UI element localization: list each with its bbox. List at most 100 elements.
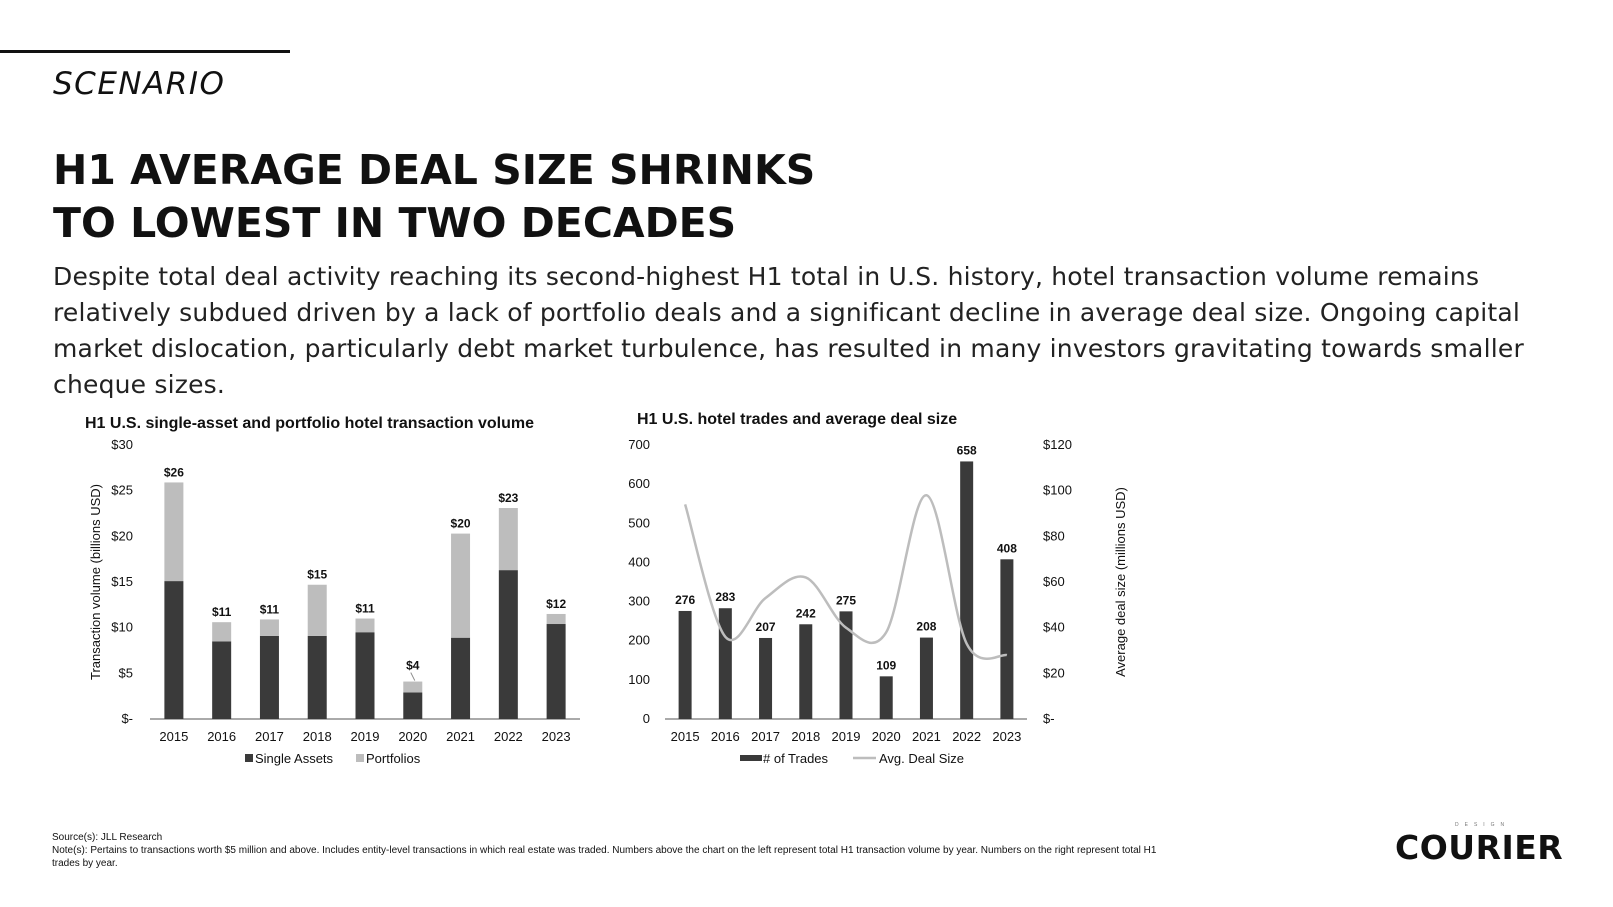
x-tick-label: 2023 (992, 729, 1021, 744)
bar-data-label: 109 (876, 658, 896, 672)
bar-portfolios (307, 584, 327, 636)
y-tick-label: $15 (111, 574, 133, 589)
total-data-label: $23 (498, 491, 518, 505)
x-tick-label: 2015 (159, 729, 188, 744)
bar-trades (1000, 559, 1014, 719)
page-headline: H1 AVERAGE DEAL SIZE SHRINKS TO LOWEST I… (53, 144, 815, 250)
line-avg-deal-size (683, 493, 1008, 660)
bar-portfolios (355, 618, 375, 633)
y-axis-label: Transaction volume (billions USD) (88, 484, 103, 680)
y-tick-label: 400 (628, 554, 650, 569)
legend-label-single-assets: Single Assets (255, 751, 334, 766)
bar-data-label: 242 (796, 606, 816, 620)
y2-tick-label: $- (1043, 711, 1055, 726)
y2-tick-label: $20 (1043, 665, 1065, 680)
legend-label-deal-size: Avg. Deal Size (879, 751, 964, 766)
x-tick-label: 2019 (832, 729, 861, 744)
legend-swatch-trades (740, 755, 762, 761)
y-tick-label: $30 (111, 437, 133, 452)
total-data-label: $26 (164, 465, 184, 479)
section-eyebrow: SCENARIO (53, 66, 226, 102)
legend-label-trades: # of Trades (763, 751, 829, 766)
body-paragraph: Despite total deal activity reaching its… (53, 262, 1524, 399)
source-note: Source(s): JLL Research (52, 832, 163, 843)
bar-data-label: 207 (756, 620, 776, 634)
bar-portfolios (546, 613, 566, 625)
bar-data-label: 408 (997, 541, 1017, 555)
y-tick-label: 300 (628, 594, 650, 609)
y-tick-label: $- (121, 711, 133, 726)
total-data-label: $12 (546, 597, 566, 611)
logo-wordmark: COURIER (1395, 828, 1564, 867)
bar-single-assets (498, 570, 518, 719)
bar-trades (839, 611, 853, 719)
y2-axis-label: Average deal size (millions USD) (1113, 487, 1128, 677)
top-rule (0, 50, 290, 53)
y-tick-label: 100 (628, 672, 650, 687)
bar-single-assets (164, 581, 184, 719)
x-tick-label: 2023 (542, 729, 571, 744)
legend-label-portfolios: Portfolios (366, 751, 421, 766)
y-tick-label: 700 (628, 437, 650, 452)
bar-portfolios (498, 508, 518, 571)
x-tick-label: 2022 (494, 729, 523, 744)
x-tick-label: 2020 (872, 729, 901, 744)
y2-tick-label: $100 (1043, 483, 1072, 498)
bar-data-label: 658 (957, 443, 977, 457)
y-tick-label: $5 (119, 665, 133, 680)
total-data-label: $11 (212, 605, 232, 619)
headline-line-2: TO LOWEST IN TWO DECADES (53, 199, 737, 247)
total-data-label: $11 (260, 602, 280, 616)
total-data-label: $11 (355, 602, 375, 616)
x-tick-label: 2018 (791, 729, 820, 744)
x-tick-label: 2017 (255, 729, 284, 744)
y2-tick-label: $80 (1043, 528, 1065, 543)
y-tick-label: $10 (111, 620, 133, 635)
bar-trades (759, 637, 773, 719)
chart-transaction-volume: H1 U.S. single-asset and portfolio hotel… (85, 415, 580, 766)
logo-tagline: DESIGN (1455, 822, 1511, 828)
y-tick-label: 0 (643, 711, 650, 726)
x-tick-label: 2019 (351, 729, 380, 744)
bar-single-assets (259, 635, 279, 719)
bar-data-label: 283 (715, 590, 735, 604)
chart-title: H1 U.S. single-asset and portfolio hotel… (85, 415, 534, 432)
y-tick-label: 600 (628, 476, 650, 491)
brand-logo: DESIGN COURIER (1395, 822, 1575, 870)
bar-data-label: 276 (675, 593, 695, 607)
bar-portfolios (259, 619, 279, 636)
methodology-note: Note(s): Pertains to transactions worth … (52, 845, 1157, 869)
y2-tick-label: $60 (1043, 574, 1065, 589)
y-tick-label: $25 (111, 483, 133, 498)
x-tick-label: 2022 (952, 729, 981, 744)
x-tick-label: 2020 (398, 729, 427, 744)
bar-trades (919, 637, 933, 719)
y-tick-label: $20 (111, 528, 133, 543)
y-tick-label: 500 (628, 515, 650, 530)
x-tick-label: 2016 (207, 729, 236, 744)
chart-trades-deal-size: H1 U.S. hotel trades and average deal si… (628, 411, 1128, 766)
bar-portfolios (451, 533, 471, 638)
bar-trades (718, 608, 732, 719)
bar-trades (799, 624, 813, 719)
headline-line-1: H1 AVERAGE DEAL SIZE SHRINKS (53, 146, 816, 194)
bar-data-label: 208 (916, 620, 936, 634)
bar-single-assets (212, 641, 232, 719)
footnotes: Source(s): JLL Research Note(s): Pertain… (52, 831, 1162, 870)
bar-data-label: 275 (836, 593, 856, 607)
y2-tick-label: $120 (1043, 437, 1072, 452)
total-data-label: $15 (307, 568, 327, 582)
bar-trades (960, 461, 974, 719)
legend-swatch-single-assets (245, 754, 253, 762)
x-tick-label: 2018 (303, 729, 332, 744)
bar-trades (879, 676, 893, 719)
x-tick-label: 2015 (671, 729, 700, 744)
x-tick-label: 2016 (711, 729, 740, 744)
bar-portfolios (403, 681, 423, 693)
bar-trades (678, 610, 692, 719)
bar-single-assets (451, 637, 471, 719)
data-label-leader (410, 672, 416, 681)
y-tick-label: 200 (628, 633, 650, 648)
bar-single-assets (546, 624, 566, 719)
y2-tick-label: $40 (1043, 620, 1065, 635)
